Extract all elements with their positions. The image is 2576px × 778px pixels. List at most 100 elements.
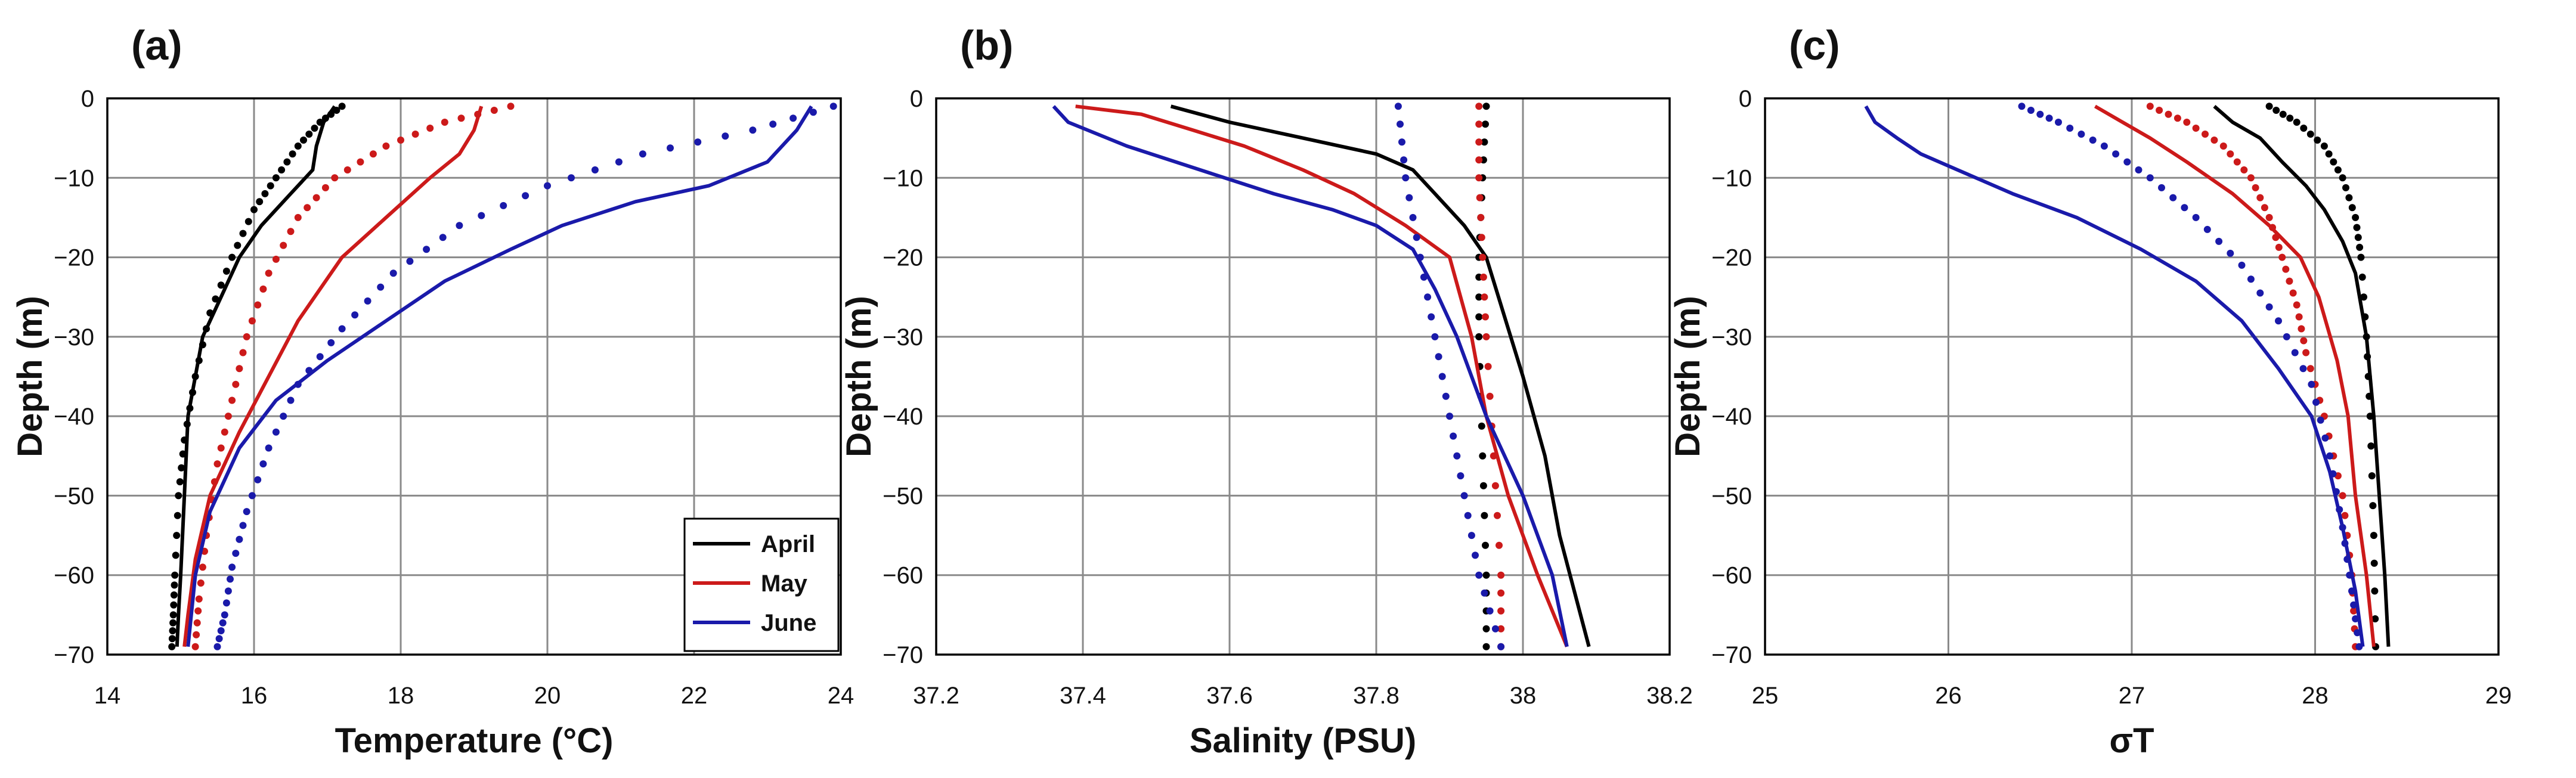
series-april-dotted-point xyxy=(2293,119,2301,126)
series-june-dotted-point xyxy=(1431,333,1439,340)
series-june-dotted-point xyxy=(1464,512,1472,519)
series-may-dotted-point xyxy=(1490,452,1497,460)
series-may-dotted-point xyxy=(2202,131,2209,138)
series-may-dotted-point xyxy=(243,333,250,340)
series-april-dotted-point xyxy=(174,512,181,519)
series-may-solid-line xyxy=(2094,104,2376,647)
legend: April May June xyxy=(683,517,840,652)
series-june-dotted-point xyxy=(243,508,250,516)
series-april-dotted-point xyxy=(2279,110,2287,118)
series-june-dotted-point xyxy=(217,627,225,634)
series-may-dotted-point xyxy=(2219,142,2227,150)
y-tick-label: 0 xyxy=(81,86,94,112)
series-june-dotted-point xyxy=(287,396,295,404)
series-may-dotted-point xyxy=(280,241,287,249)
series-may-dotted-point xyxy=(2306,365,2314,373)
series-june-dotted-point xyxy=(1394,103,1402,110)
series-may-dotted-point xyxy=(1484,362,1492,370)
series-june-dotted-point xyxy=(1457,472,1465,480)
series-may-dotted-point xyxy=(1482,313,1489,321)
series-april-dotted-point xyxy=(171,581,178,589)
series-may-dotted-point xyxy=(259,285,267,293)
series-june-dotted-point xyxy=(2339,523,2346,531)
series-may-dotted-point xyxy=(232,380,240,388)
y-tick-label: −10 xyxy=(54,165,94,191)
series-june-dotted-point xyxy=(2066,125,2074,132)
series-april-dotted-point xyxy=(2364,373,2372,380)
y-axis-title: Depth (m) xyxy=(1668,296,1707,457)
series-april-dotted-point xyxy=(183,420,191,428)
series-june-dotted-point xyxy=(327,339,335,346)
series-june-dotted-point xyxy=(1435,353,1442,361)
series-may-dotted-point xyxy=(321,184,329,191)
series-may-dotted-point xyxy=(2233,158,2241,166)
series-april-dotted-point xyxy=(2364,353,2371,361)
series-june-dotted-point xyxy=(478,212,485,219)
series-april-dotted-point xyxy=(2272,107,2280,114)
y-tick-label: −40 xyxy=(54,404,94,430)
y-tick-label: −20 xyxy=(1711,245,1752,271)
series-april-solid-line xyxy=(175,105,336,647)
series-april-dotted-point xyxy=(327,110,335,118)
x-tick-label: 37.4 xyxy=(1060,683,1106,709)
series-june-dotted-point xyxy=(272,428,280,436)
series-june-dotted-point xyxy=(1428,313,1435,321)
series-may-dotted-point xyxy=(193,619,201,627)
series-june-dotted-point xyxy=(280,413,287,420)
series-april-dotted-point xyxy=(283,158,291,166)
series-june-dotted-point xyxy=(222,599,230,607)
x-tick-label: 20 xyxy=(534,683,561,709)
series-may-dotted-point xyxy=(1475,120,1483,128)
series-april-dotted-point xyxy=(2371,587,2379,595)
series-may-dotted-point xyxy=(397,137,404,144)
series-june-dotted-point xyxy=(1450,432,1457,440)
series-june-dotted-point xyxy=(389,269,397,277)
series-june-dotted-point xyxy=(439,234,447,241)
series-june-dotted-point xyxy=(749,126,757,134)
series-april-dotted-point xyxy=(176,478,184,486)
series-may-dotted-point xyxy=(1475,103,1483,110)
series-april-dotted-point xyxy=(2370,532,2377,540)
series-may-dotted-point xyxy=(1478,234,1485,241)
legend-label-june: June xyxy=(761,610,816,636)
series-june-dotted-point xyxy=(1400,156,1408,164)
series-may-dotted-point xyxy=(2210,137,2218,144)
x-tick-label: 22 xyxy=(681,683,708,709)
series-june-dotted-point xyxy=(2100,142,2108,150)
series-april-dotted-point xyxy=(1479,452,1487,460)
series-april-dotted xyxy=(2265,103,2379,650)
series-may-dotted-point xyxy=(2240,166,2248,173)
series-june-solid-line xyxy=(186,105,813,647)
x-tick-label: 18 xyxy=(388,683,414,709)
series-april-dotted-point xyxy=(234,241,242,249)
series-june-dotted-point xyxy=(1486,607,1494,615)
series-june-dotted-point xyxy=(1424,293,1432,301)
series-may-dotted-point xyxy=(507,103,515,110)
panel-b: 37.2 37.4 37.6 37.8 38 38.2 0 −10 −20 −30 −40 −50 −6… xyxy=(840,22,1693,760)
series-april-dotted-point xyxy=(1478,422,1485,430)
series-june-dotted-point xyxy=(809,109,817,116)
series-april-dotted-point xyxy=(333,107,340,114)
y-tick-label: −70 xyxy=(54,642,94,668)
series-may-dotted-point xyxy=(228,396,236,404)
series-june-dotted-point xyxy=(228,563,236,571)
y-tick-label: −10 xyxy=(883,165,923,191)
series-june-dotted-point xyxy=(1497,643,1505,650)
series-june-dotted-point xyxy=(2352,615,2360,622)
series-june-dotted-point xyxy=(2348,587,2355,595)
series-june-dotted-point xyxy=(2332,488,2340,495)
series-may-dotted-point xyxy=(1475,156,1483,164)
series-june-dotted-point xyxy=(2045,114,2053,122)
series-june-dotted-point xyxy=(2036,110,2044,118)
series-april-dotted-point xyxy=(1481,138,1488,146)
series-may-dotted-point xyxy=(2265,213,2273,221)
series-may-dotted-point xyxy=(221,428,228,436)
series-april-dotted-point xyxy=(2306,131,2314,138)
series-april-dotted-point xyxy=(2368,472,2376,480)
series-june-dotted-point xyxy=(1453,452,1461,460)
series-may-dotted-point xyxy=(2165,110,2172,118)
x-tick-label: 29 xyxy=(2485,683,2512,709)
series-june-dotted-point xyxy=(2158,184,2165,191)
series-june-dotted-point xyxy=(1397,120,1404,128)
series-may-dotted-point xyxy=(2227,150,2234,158)
